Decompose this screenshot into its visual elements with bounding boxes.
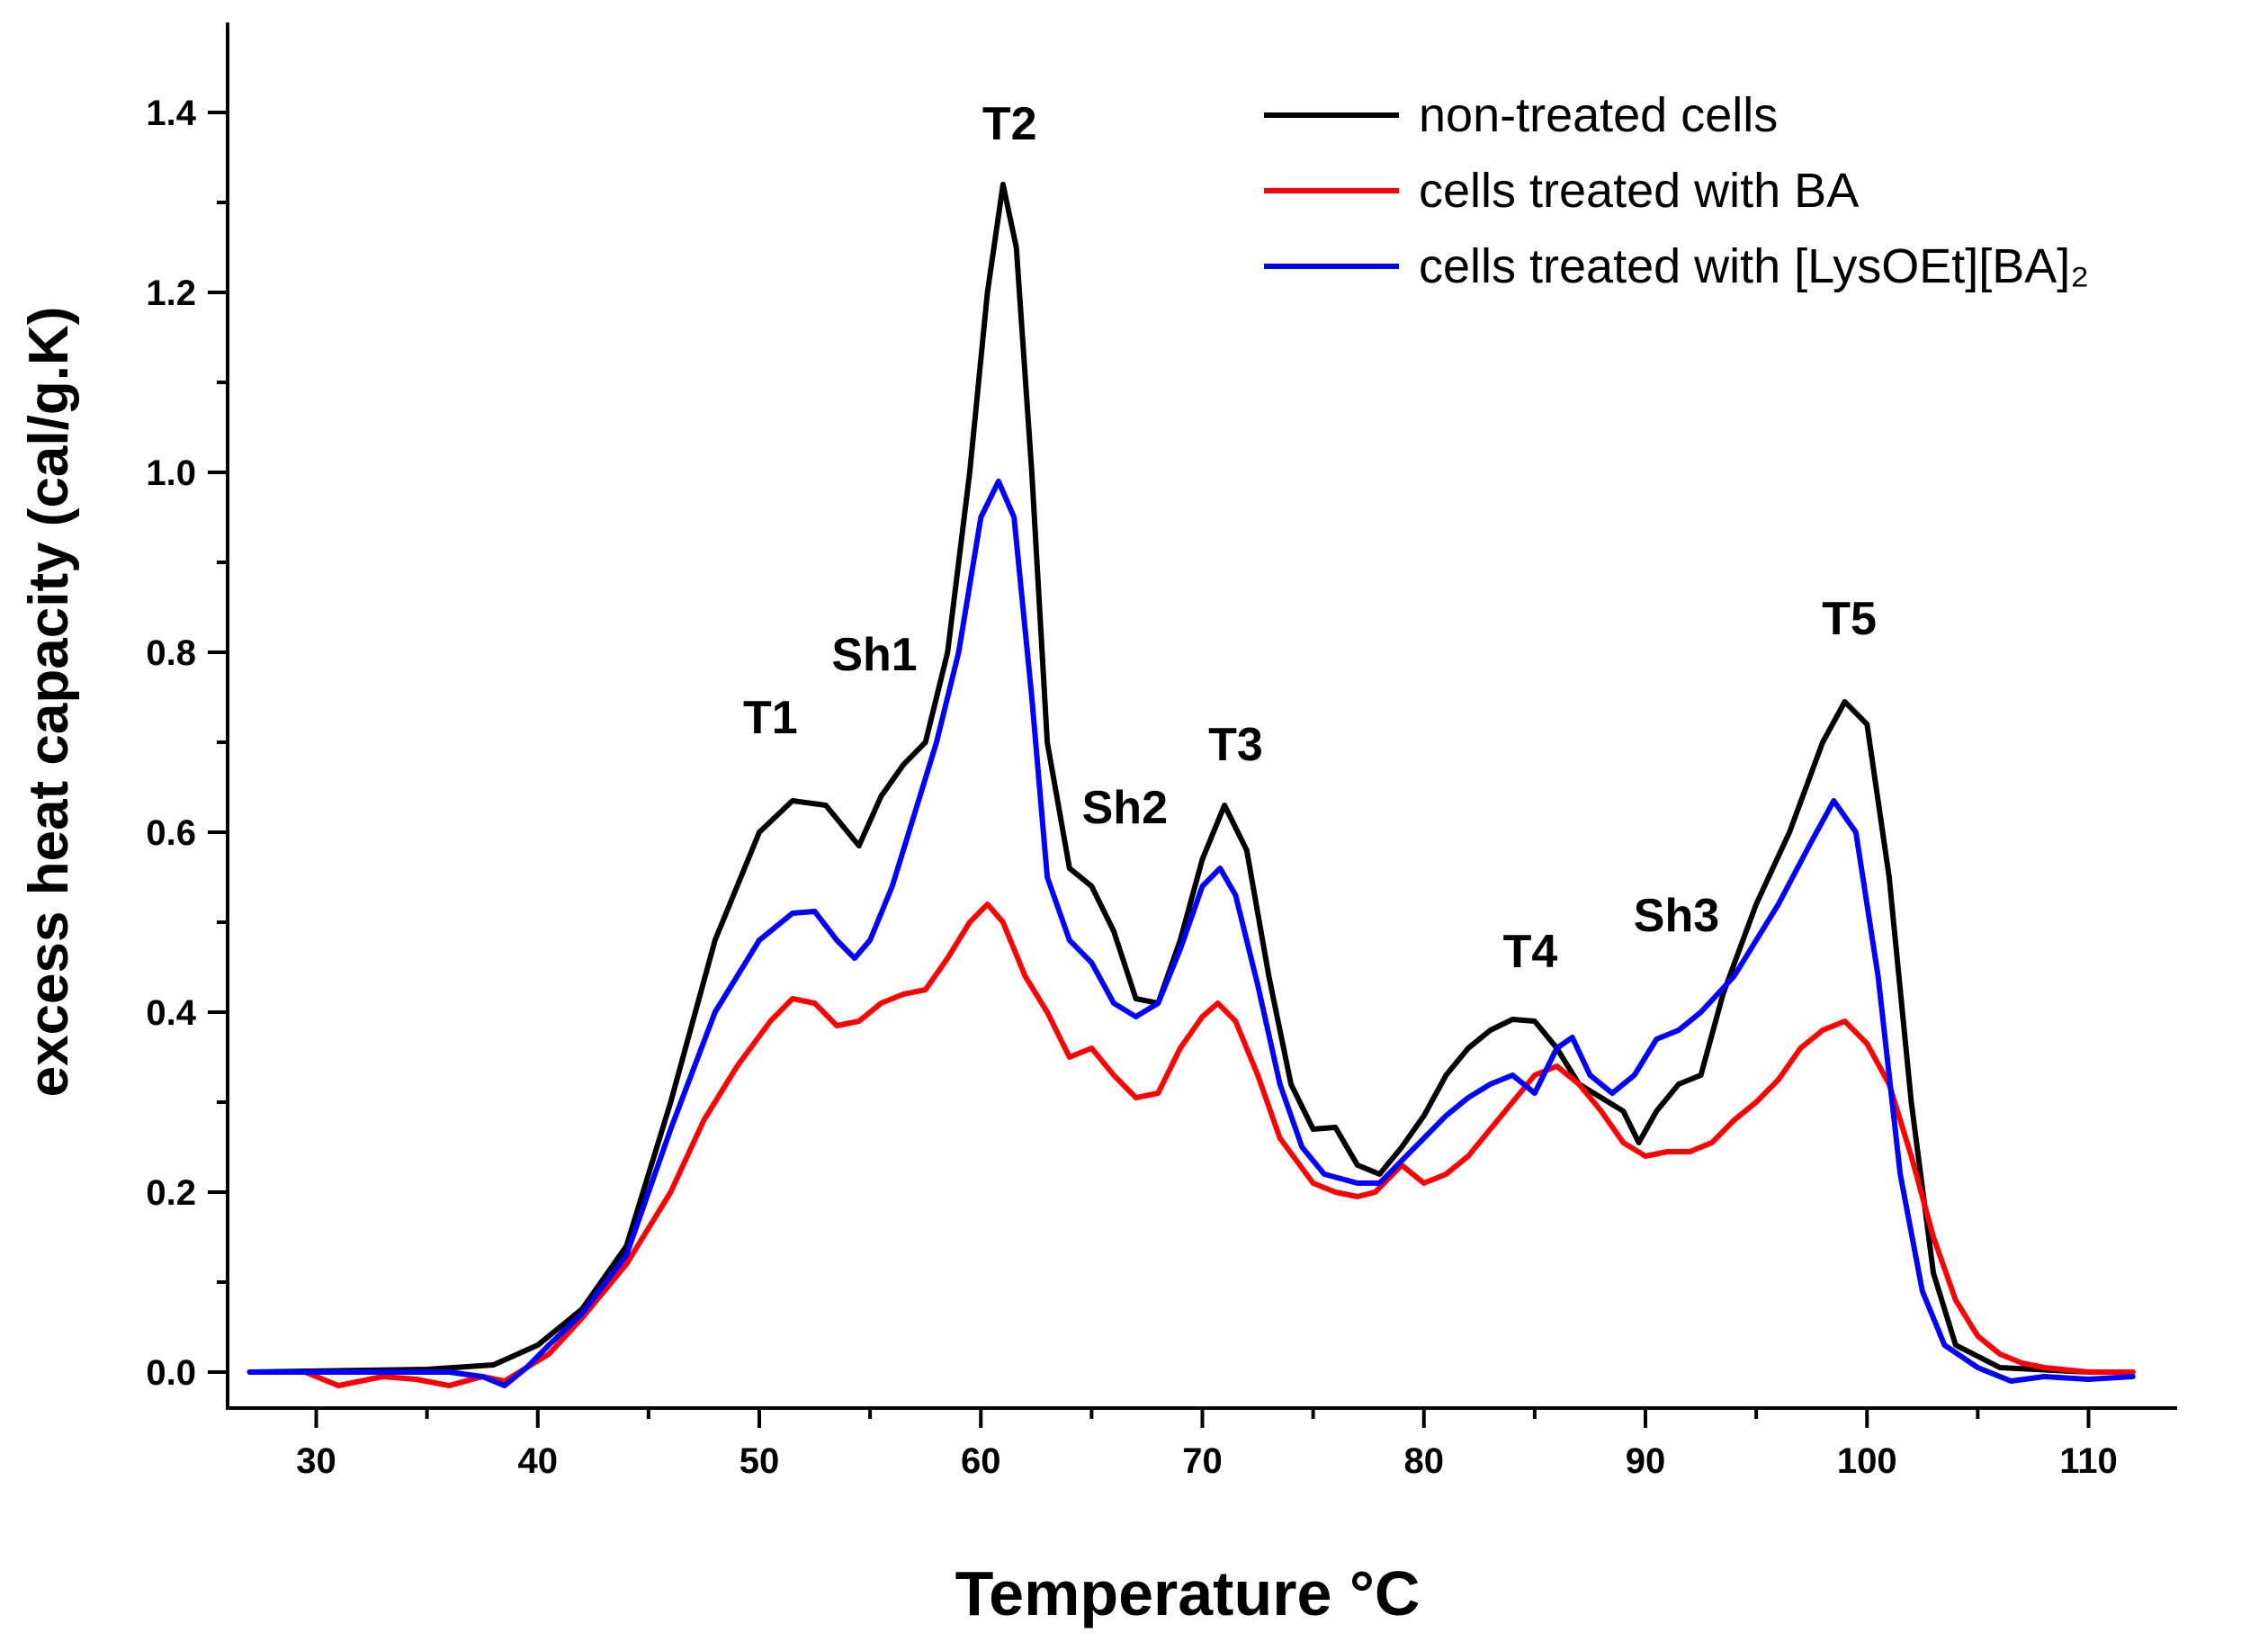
peak-label-t1: T1 <box>743 692 798 744</box>
series-layer <box>247 182 2136 1388</box>
y-tick-label: 1.4 <box>146 94 196 133</box>
y-tick-label: 0.8 <box>146 633 196 673</box>
y-tick-label: 0.2 <box>146 1173 196 1213</box>
y-axis-title: excess heat capacity (cal/g.K) <box>18 307 80 1098</box>
series-line-1 <box>247 182 2136 1375</box>
series-line-2 <box>247 902 2136 1388</box>
y-tick-label: 0.6 <box>146 813 196 853</box>
series-line-3 <box>247 479 2136 1388</box>
x-tick-label: 40 <box>518 1441 559 1481</box>
peak-label-t2: T2 <box>982 98 1037 150</box>
x-tick-label: 50 <box>740 1441 780 1481</box>
y-tick-label: 0.0 <box>146 1353 196 1393</box>
x-tick-label: 100 <box>1837 1441 1897 1481</box>
peak-label-t3: T3 <box>1208 719 1263 771</box>
peak-label-sh3: Sh3 <box>1634 890 1719 942</box>
x-axis-ticks: 30 40 50 60 70 80 90 100 110 <box>296 1408 2118 1481</box>
x-tick-label: 60 <box>961 1441 1001 1481</box>
peak-label-sh2: Sh2 <box>1082 782 1168 834</box>
y-tick-label: 0.4 <box>146 993 196 1033</box>
x-tick-label: 90 <box>1626 1441 1666 1481</box>
x-axis-title: Temperature °C <box>955 1558 1421 1629</box>
x-tick-label: 110 <box>2059 1441 2118 1481</box>
x-tick-label: 70 <box>1182 1441 1223 1481</box>
legend: non-treated cells cells treated with BA ce… <box>1264 88 2089 293</box>
legend-label-1: non-treated cells <box>1419 88 1778 142</box>
y-tick-label: 1.2 <box>146 274 196 313</box>
x-tick-label: 80 <box>1404 1441 1445 1481</box>
legend-label-3: cells treated with [LysOEt][BA]₂ <box>1419 239 2089 293</box>
y-tick-label: 1.0 <box>146 453 196 493</box>
legend-label-2: cells treated with BA <box>1419 164 1859 218</box>
peak-label-t4: T4 <box>1503 926 1558 978</box>
annotation-layer: T1 Sh1 T2 Sh2 T3 T4 Sh3 T5 <box>743 98 1877 978</box>
x-tick-label: 30 <box>296 1441 336 1481</box>
peak-label-t5: T5 <box>1822 593 1877 645</box>
y-axis-ticks: 0.0 0.2 0.4 0.6 0.8 1.0 1.2 1.4 <box>146 94 228 1393</box>
peak-label-sh1: Sh1 <box>831 629 917 681</box>
